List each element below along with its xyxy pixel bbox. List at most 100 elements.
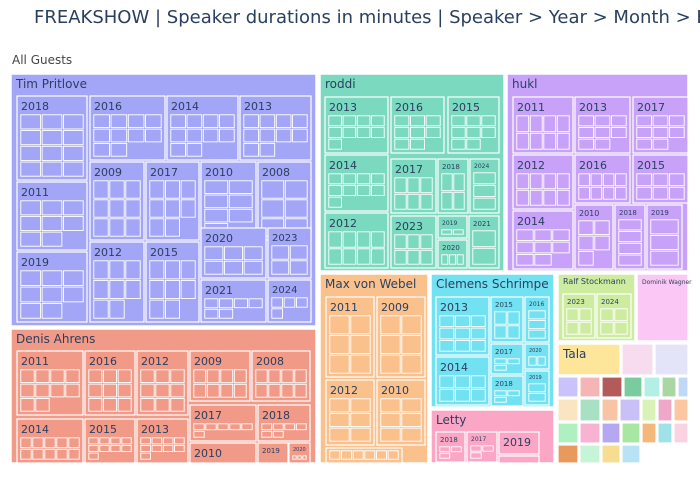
speaker-tim-pritlove[interactable]: Tim Pritlove 2018 2016 2014 2013 2011 2009 2017… [10, 73, 317, 327]
episode-cell[interactable] [341, 450, 352, 460]
episode-cell[interactable] [618, 231, 642, 243]
episode-cell[interactable] [456, 254, 464, 265]
small-guest-block[interactable] [623, 376, 643, 398]
episode-cell[interactable] [127, 114, 145, 128]
episode-cell[interactable] [243, 260, 263, 275]
episode-cell[interactable] [219, 298, 234, 309]
episode-cell[interactable] [669, 186, 685, 200]
episode-cell[interactable] [482, 445, 494, 452]
episode-cell[interactable] [63, 200, 84, 216]
year-block-tim-pritlove-2016[interactable]: 2016 [89, 95, 166, 161]
root-label[interactable]: All Guests [12, 53, 73, 67]
episode-cell[interactable] [529, 189, 543, 206]
small-guest-block[interactable] [557, 444, 579, 464]
year-block-max-von-webel-2011[interactable]: 2011 [325, 296, 375, 378]
episode-cell[interactable] [594, 138, 611, 150]
episode-cell[interactable] [35, 398, 50, 412]
episode-cell[interactable] [556, 132, 570, 150]
episode-cell[interactable] [380, 354, 401, 374]
episode-cell[interactable] [162, 445, 174, 452]
episode-cell[interactable] [481, 115, 496, 127]
episode-cell[interactable] [494, 358, 507, 365]
episode-cell[interactable] [611, 115, 627, 127]
year-block-roddi-2017[interactable]: 2017 [390, 158, 437, 214]
year-block-tim-pritlove-2010[interactable]: 2010 [200, 161, 257, 241]
episode-cell[interactable] [117, 369, 132, 383]
episode-cell[interactable] [155, 383, 170, 398]
episode-cell[interactable] [268, 383, 281, 398]
speaker-dominik-wagner[interactable]: Dominik Wagner [636, 273, 692, 342]
episode-cell[interactable] [41, 286, 63, 303]
episode-cell[interactable] [439, 327, 455, 340]
year-block-ralf-stockmann-2024[interactable]: 2024 [596, 293, 632, 339]
episode-cell[interactable] [32, 448, 44, 460]
episode-cell[interactable] [93, 199, 109, 218]
episode-cell[interactable] [380, 413, 401, 427]
episode-cell[interactable] [594, 220, 610, 235]
episode-cell[interactable] [636, 186, 652, 200]
year-block-roddi-2019[interactable]: 2019 [437, 215, 468, 239]
year-block-tim-pritlove-2014[interactable]: 2014 [166, 95, 239, 161]
episode-cell[interactable] [284, 180, 308, 199]
year-rect[interactable] [166, 95, 239, 161]
episode-cell[interactable] [534, 254, 552, 266]
episode-cell[interactable] [556, 115, 570, 133]
episode-cell[interactable] [420, 193, 433, 210]
episode-cell[interactable] [155, 398, 170, 412]
episode-cell[interactable] [552, 229, 570, 241]
year-block-denis-ahrens-2012[interactable]: 2012 [136, 350, 189, 416]
episode-cell[interactable] [669, 115, 685, 127]
episode-cell[interactable] [117, 398, 132, 412]
episode-cell[interactable] [594, 115, 611, 127]
episode-cell[interactable] [241, 423, 253, 431]
year-block-hukl-2011[interactable]: 2011 [512, 96, 574, 154]
episode-cell[interactable] [165, 180, 180, 199]
episode-cell[interactable] [328, 173, 342, 185]
episode-cell[interactable] [342, 185, 357, 196]
year-block-roddi-2016[interactable]: 2016 [390, 96, 445, 154]
episode-cell[interactable] [20, 270, 41, 286]
episode-cell[interactable] [579, 308, 592, 322]
episode-cell[interactable] [439, 446, 451, 453]
speaker-hukl[interactable]: hukl 2011 2013 2017 2012 2016 2015 2014 2010 2018… [506, 73, 689, 272]
episode-cell[interactable] [149, 199, 165, 218]
speaker-roddi[interactable]: roddi 2013 2016 2015 2014 2017 2018 2024 2012 202… [319, 73, 505, 272]
episode-cell[interactable] [284, 199, 308, 218]
episode-cell[interactable] [594, 127, 611, 138]
episode-cell[interactable] [507, 390, 520, 397]
episode-cell[interactable] [552, 241, 570, 254]
episode-cell[interactable] [342, 127, 357, 138]
episode-cell[interactable] [20, 114, 41, 130]
episode-cell[interactable] [342, 115, 357, 127]
episode-cell[interactable] [165, 218, 180, 237]
year-block-denis-ahrens-2018[interactable]: 2018 [257, 404, 311, 442]
episode-cell[interactable] [543, 115, 557, 133]
episode-cell[interactable] [600, 308, 614, 322]
episode-cell[interactable] [109, 199, 125, 218]
small-guest-block[interactable] [621, 422, 641, 444]
episode-cell[interactable] [145, 128, 162, 143]
episode-cell[interactable] [529, 173, 543, 190]
episode-cell[interactable] [41, 130, 63, 146]
episode-cell[interactable] [516, 115, 530, 133]
episode-cell[interactable] [110, 445, 121, 452]
episode-cell[interactable] [193, 423, 205, 431]
episode-cell[interactable] [170, 369, 185, 383]
episode-cell[interactable] [170, 398, 185, 412]
episode-cell[interactable] [329, 413, 350, 427]
episode-cell[interactable] [329, 315, 350, 335]
year-rect[interactable] [189, 442, 257, 464]
episode-cell[interactable] [543, 132, 557, 150]
episode-cell[interactable] [205, 423, 217, 431]
episode-cell[interactable] [151, 437, 163, 445]
episode-cell[interactable] [180, 180, 196, 199]
episode-cell[interactable] [394, 249, 407, 265]
episode-cell[interactable] [170, 114, 186, 128]
episode-cell[interactable] [494, 311, 507, 325]
episode-cell[interactable] [652, 138, 669, 150]
episode-cell[interactable] [302, 455, 307, 460]
year-block-clemens-schrimpe-2015[interactable]: 2015 [490, 296, 524, 343]
episode-cell[interactable] [65, 383, 80, 398]
episode-cell[interactable] [186, 143, 203, 157]
year-rect[interactable] [288, 442, 311, 464]
